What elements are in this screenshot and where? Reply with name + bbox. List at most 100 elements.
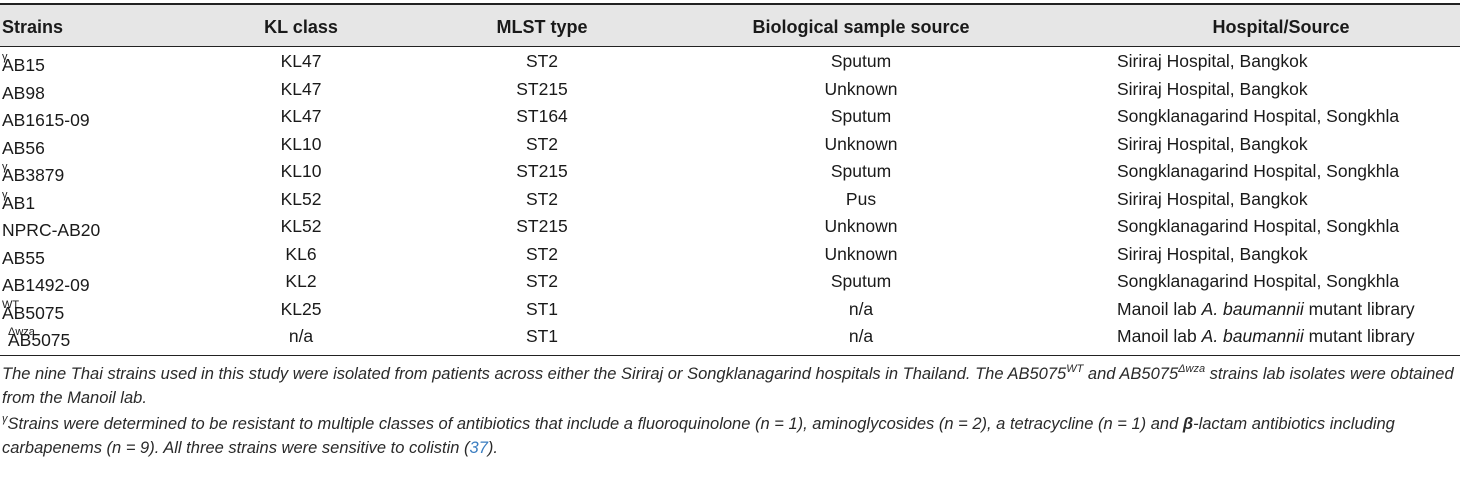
cell-kl-class: KL52 [280, 188, 322, 209]
cell-kl-class: KL47 [280, 106, 322, 126]
cell-sample-source: Unknown [824, 243, 898, 264]
cell-mlst-type: ST215 [516, 216, 568, 236]
footnote-text: and AB5075 [1083, 365, 1179, 383]
cell-sample-source: Sputum [830, 106, 892, 126]
strain-superscript: γ [2, 51, 8, 63]
cell-sample-source: Unknown [824, 78, 898, 99]
cell-kl-class: KL52 [280, 216, 322, 236]
cell-sample-source: Unknown [824, 133, 898, 154]
table-bottom-rule [0, 355, 1460, 356]
footnote-text: strains lab isolates were obtained from … [2, 365, 1454, 407]
cell-kl-class: KL2 [285, 271, 317, 291]
footnote-superscript: Δwza [1178, 363, 1206, 375]
table-row: AB3879 γ KL10 ST215 Sputum Songklanagarind Ho… [0, 157, 1460, 185]
species-name: A. baumannii [1201, 298, 1304, 319]
beta-symbol: β [1182, 415, 1194, 433]
cell-mlst-type: ST2 [525, 271, 559, 291]
strain-name: AB1492-09 [2, 275, 90, 295]
table-row: AB55 KL6 ST2 Unknown Siriraj Hospital, Bangk… [0, 240, 1460, 268]
cell-mlst-type: ST1 [525, 298, 559, 319]
cell-hospital: Songklanagarind Hospital, Songkhla [1117, 106, 1400, 126]
strains-table: Strains KL class MLST type Biological sa… [0, 3, 1460, 350]
table-footnote-general: The nine Thai strains used in this study… [2, 362, 1458, 410]
header-kl-class: KL class [264, 17, 338, 37]
strain-name: AB5075 [8, 330, 71, 350]
strain-name: AB1615-09 [2, 110, 90, 130]
header-mlst-type: MLST type [496, 17, 588, 37]
cell-sample-source: Sputum [830, 271, 892, 291]
cell-hospital: Siriraj Hospital, Bangkok [1117, 78, 1308, 99]
strain-superscript: Δwza [8, 326, 35, 338]
table-row: AB5075 WT KL25 ST1 n/a Manoil lab A. baumanni… [0, 295, 1460, 323]
strain-name: AB98 [2, 82, 45, 103]
cell-mlst-type: ST215 [516, 161, 568, 181]
header-hospital-source: Hospital/Source [1212, 17, 1350, 37]
cell-kl-class: KL25 [280, 298, 322, 319]
table-row: AB56 KL10 ST2 Unknown Siriraj Hospital, Bang… [0, 130, 1460, 158]
header-strains: Strains [2, 17, 64, 37]
strain-name: AB5075 [2, 302, 65, 323]
footnote-text: Strains were determined to be resistant … [7, 415, 1183, 433]
strain-superscript: γ [2, 188, 8, 201]
cell-strain: AB5075 WT [2, 298, 64, 323]
table-row: AB1 γ KL52 ST2 Pus Siriraj Hospital, Bangkok [0, 185, 1460, 213]
species-name: A. baumannii [1201, 326, 1304, 346]
cell-kl-class: KL6 [285, 243, 317, 264]
footnote-text: -lactam antibiotics including carbapenem… [2, 415, 1395, 457]
cell-mlst-type: ST2 [525, 133, 559, 154]
table-header-row: Strains KL class MLST type Biological sa… [0, 3, 1460, 47]
cell-sample-source: n/a [848, 326, 874, 346]
cell-sample-source: Sputum [830, 51, 892, 71]
footnote-text: ). [487, 439, 498, 457]
table-row: AB5075 Δwza n/a ST1 n/a Manoil lab A. baumann… [0, 322, 1460, 350]
header-sample-source: Biological sample source [752, 17, 970, 37]
cell-strain: AB5075 Δwza [8, 326, 70, 351]
cell-sample-source: Sputum [830, 161, 892, 181]
cell-kl-class: KL10 [280, 133, 322, 154]
table-body: AB15 γ KL47 ST2 Sputum Siriraj Hospital, Bang… [0, 47, 1460, 350]
cell-hospital: Siriraj Hospital, Bangkok [1117, 51, 1308, 71]
strain-name: AB15 [2, 55, 45, 75]
cell-hospital: Siriraj Hospital, Bangkok [1117, 133, 1308, 154]
footnote-text: The nine Thai strains used in this study… [2, 365, 1067, 383]
cell-strain: AB15 γ [2, 51, 45, 76]
table-row: NPRC-AB20 KL52 ST215 Unknown Songklanagarind… [0, 212, 1460, 240]
cell-strain: AB1 γ [2, 188, 35, 213]
cell-sample-source: n/a [848, 298, 874, 319]
cell-mlst-type: ST2 [525, 188, 559, 209]
table-row: AB98 KL47 ST215 Unknown Siriraj Hospital, Ba… [0, 75, 1460, 103]
cell-mlst-type: ST164 [516, 106, 568, 126]
strain-superscript: γ [2, 161, 8, 173]
strain-name: AB1 [2, 192, 36, 213]
cell-hospital: Manoil lab A. baumannii mutant library [1117, 298, 1415, 319]
cell-hospital: Songklanagarind Hospital, Songkhla [1117, 271, 1400, 291]
cell-sample-source: Pus [845, 188, 877, 209]
cell-mlst-type: ST2 [525, 243, 559, 264]
strain-name: AB3879 [2, 165, 65, 185]
strain-name: AB55 [2, 247, 45, 268]
cell-hospital: Songklanagarind Hospital, Songkhla [1117, 216, 1400, 236]
strain-superscript: WT [2, 298, 20, 311]
footnote-marker: γ [2, 413, 8, 425]
cell-hospital: Songklanagarind Hospital, Songkhla [1117, 161, 1400, 181]
cell-hospital: Siriraj Hospital, Bangkok [1117, 243, 1308, 264]
cell-kl-class: KL47 [280, 51, 322, 71]
strain-name: AB56 [2, 137, 45, 158]
strain-name: NPRC-AB20 [2, 220, 101, 240]
cell-hospital: Siriraj Hospital, Bangkok [1117, 188, 1308, 209]
footnote-superscript: WT [1066, 363, 1084, 375]
cell-mlst-type: ST1 [525, 326, 559, 346]
cell-mlst-type: ST215 [516, 78, 568, 99]
cell-kl-class: KL10 [280, 161, 322, 181]
cell-mlst-type: ST2 [525, 51, 559, 71]
table-footnote-resistance: γStrains were determined to be resistant… [2, 412, 1458, 460]
cell-strain: AB3879 γ [2, 161, 64, 186]
table-row: AB1615-09 KL47 ST164 Sputum Songklanagarind … [0, 102, 1460, 130]
cell-kl-class: n/a [288, 326, 314, 346]
cell-kl-class: KL47 [280, 78, 322, 99]
cell-hospital: Manoil lab A. baumannii mutant library [1117, 326, 1415, 346]
cell-sample-source: Unknown [824, 216, 898, 236]
citation-link[interactable]: 37 [469, 439, 488, 457]
table-row: AB15 γ KL47 ST2 Sputum Siriraj Hospital, Bang… [0, 47, 1460, 75]
table-row: AB1492-09 KL2 ST2 Sputum Songklanagarind Hos… [0, 267, 1460, 295]
